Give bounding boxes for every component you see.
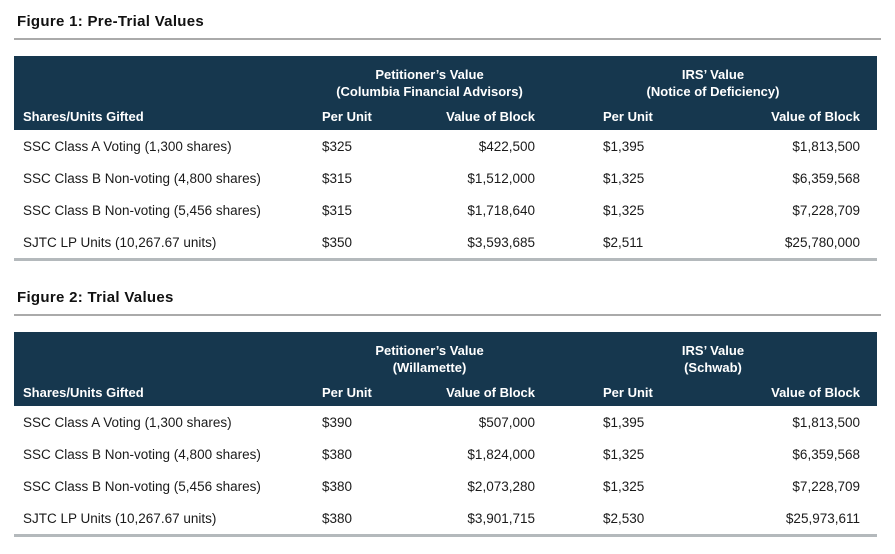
petitioner-block-value: $3,901,715 xyxy=(467,510,535,526)
table-row: SSC Class A Voting (1,300 shares) $325 $… xyxy=(14,130,877,162)
irs-value-subtitle: (Schwab) xyxy=(684,360,742,375)
irs-per-unit-value: $1,395 xyxy=(603,414,645,430)
irs-value-title: IRS’ Value xyxy=(681,343,745,358)
irs-per-unit-value: $1,325 xyxy=(603,170,645,186)
group-header-spacer xyxy=(14,342,310,376)
petitioner-block-value: $507,000 xyxy=(478,414,535,430)
table-row: SSC Class B Non-voting (4,800 shares) $3… xyxy=(14,162,877,194)
table-row: SSC Class B Non-voting (4,800 shares) $3… xyxy=(14,438,877,470)
column-header-shares-units-gifted: Shares/Units Gifted xyxy=(23,109,144,124)
figure-2-title-rule xyxy=(14,314,881,316)
petitioner-per-unit-value: $350 xyxy=(322,234,353,250)
petitioner-value-subtitle: (Willamette) xyxy=(392,360,467,375)
group-header-spacer xyxy=(14,66,310,100)
irs-block-value: $25,780,000 xyxy=(784,234,860,250)
column-header-per-unit-irs: Per Unit xyxy=(603,385,653,400)
column-header-value-of-block-petitioner: Value of Block xyxy=(446,109,535,124)
row-label: SSC Class A Voting (1,300 shares) xyxy=(23,414,232,430)
column-header-value-of-block-irs: Value of Block xyxy=(771,109,860,124)
irs-per-unit-value: $2,511 xyxy=(603,234,644,250)
figure-1-pretrial-values: Figure 1: Pre-Trial Values Petitioner’s … xyxy=(14,13,881,261)
irs-value-title: IRS’ Value xyxy=(681,67,745,82)
petitioner-per-unit-value: $325 xyxy=(322,138,353,154)
petitioner-per-unit-value: $315 xyxy=(322,202,353,218)
petitioner-per-unit-value: $315 xyxy=(322,170,353,186)
petitioner-block-value: $422,500 xyxy=(478,138,535,154)
petitioner-per-unit-value: $380 xyxy=(322,478,353,494)
row-label: SSC Class B Non-voting (4,800 shares) xyxy=(23,446,261,462)
petitioner-per-unit-value: $390 xyxy=(322,414,353,430)
irs-block-value: $1,813,500 xyxy=(792,414,860,430)
group-header-petitioner: Petitioner’s Value (Willamette) xyxy=(310,342,549,376)
row-label: SSC Class B Non-voting (4,800 shares) xyxy=(23,170,261,186)
irs-block-value: $7,228,709 xyxy=(792,202,860,218)
irs-block-value: $1,813,500 xyxy=(792,138,860,154)
row-label: SSC Class B Non-voting (5,456 shares) xyxy=(23,202,261,218)
pretrial-table-bottom-rule xyxy=(14,258,877,261)
column-header-value-of-block-petitioner: Value of Block xyxy=(446,385,535,400)
column-header-per-unit-irs: Per Unit xyxy=(603,109,653,124)
column-header-per-unit-petitioner: Per Unit xyxy=(322,109,372,124)
row-label: SJTC LP Units (10,267.67 units) xyxy=(23,510,217,526)
group-header-irs: IRS’ Value (Notice of Deficiency) xyxy=(549,66,877,100)
petitioner-value-title: Petitioner’s Value xyxy=(375,67,484,82)
trial-table-bottom-rule xyxy=(14,534,877,537)
irs-per-unit-value: $1,325 xyxy=(603,478,645,494)
irs-block-value: $25,973,611 xyxy=(785,510,860,526)
trial-values-table: Petitioner’s Value (Willamette) IRS’ Val… xyxy=(14,332,877,537)
table-row: SSC Class A Voting (1,300 shares) $390 $… xyxy=(14,406,877,438)
petitioner-block-value: $1,718,640 xyxy=(467,202,535,218)
petitioner-block-value: $1,824,000 xyxy=(467,446,535,462)
column-header-shares-units-gifted: Shares/Units Gifted xyxy=(23,385,144,400)
column-header-per-unit-petitioner: Per Unit xyxy=(322,385,372,400)
petitioner-block-value: $1,512,000 xyxy=(467,170,535,186)
figure-1-title-rule xyxy=(14,38,881,40)
table-row: SJTC LP Units (10,267.67 units) $350 $3,… xyxy=(14,226,877,258)
petitioner-per-unit-value: $380 xyxy=(322,446,353,462)
irs-per-unit-value: $1,325 xyxy=(603,202,645,218)
pretrial-group-header-row: Petitioner’s Value (Columbia Financial A… xyxy=(14,56,877,100)
petitioner-per-unit-value: $380 xyxy=(322,510,353,526)
trial-group-header-row: Petitioner’s Value (Willamette) IRS’ Val… xyxy=(14,332,877,376)
petitioner-value-title: Petitioner’s Value xyxy=(375,343,484,358)
figure-2-title: Figure 2: Trial Values xyxy=(17,289,174,306)
petitioner-block-value: $2,073,280 xyxy=(467,478,535,494)
irs-block-value: $6,359,568 xyxy=(792,446,860,462)
pretrial-values-table: Petitioner’s Value (Columbia Financial A… xyxy=(14,56,877,261)
group-header-petitioner: Petitioner’s Value (Columbia Financial A… xyxy=(310,66,549,100)
irs-per-unit-value: $1,325 xyxy=(603,446,645,462)
table-row: SJTC LP Units (10,267.67 units) $380 $3,… xyxy=(14,502,877,534)
row-label: SSC Class B Non-voting (5,456 shares) xyxy=(23,478,261,494)
figure-1-title: Figure 1: Pre-Trial Values xyxy=(17,13,205,30)
pretrial-table-header: Petitioner’s Value (Columbia Financial A… xyxy=(14,56,877,130)
irs-per-unit-value: $2,530 xyxy=(603,510,645,526)
trial-column-header-row: Shares/Units Gifted Per Unit Value of Bl… xyxy=(14,376,877,406)
irs-value-subtitle: (Notice of Deficiency) xyxy=(646,84,780,99)
irs-block-value: $7,228,709 xyxy=(792,478,860,494)
table-row: SSC Class B Non-voting (5,456 shares) $3… xyxy=(14,194,877,226)
document-page: Figure 1: Pre-Trial Values Petitioner’s … xyxy=(14,13,881,537)
pretrial-column-header-row: Shares/Units Gifted Per Unit Value of Bl… xyxy=(14,100,877,130)
column-header-value-of-block-irs: Value of Block xyxy=(771,385,860,400)
irs-block-value: $6,359,568 xyxy=(792,170,860,186)
table-row: SSC Class B Non-voting (5,456 shares) $3… xyxy=(14,470,877,502)
petitioner-block-value: $3,593,685 xyxy=(467,234,535,250)
figure-2-trial-values: Figure 2: Trial Values Petitioner’s Valu… xyxy=(14,289,881,537)
row-label: SJTC LP Units (10,267.67 units) xyxy=(23,234,217,250)
row-label: SSC Class A Voting (1,300 shares) xyxy=(23,138,232,154)
petitioner-value-subtitle: (Columbia Financial Advisors) xyxy=(336,84,523,99)
irs-per-unit-value: $1,395 xyxy=(603,138,645,154)
group-header-irs: IRS’ Value (Schwab) xyxy=(549,342,877,376)
trial-table-header: Petitioner’s Value (Willamette) IRS’ Val… xyxy=(14,332,877,406)
